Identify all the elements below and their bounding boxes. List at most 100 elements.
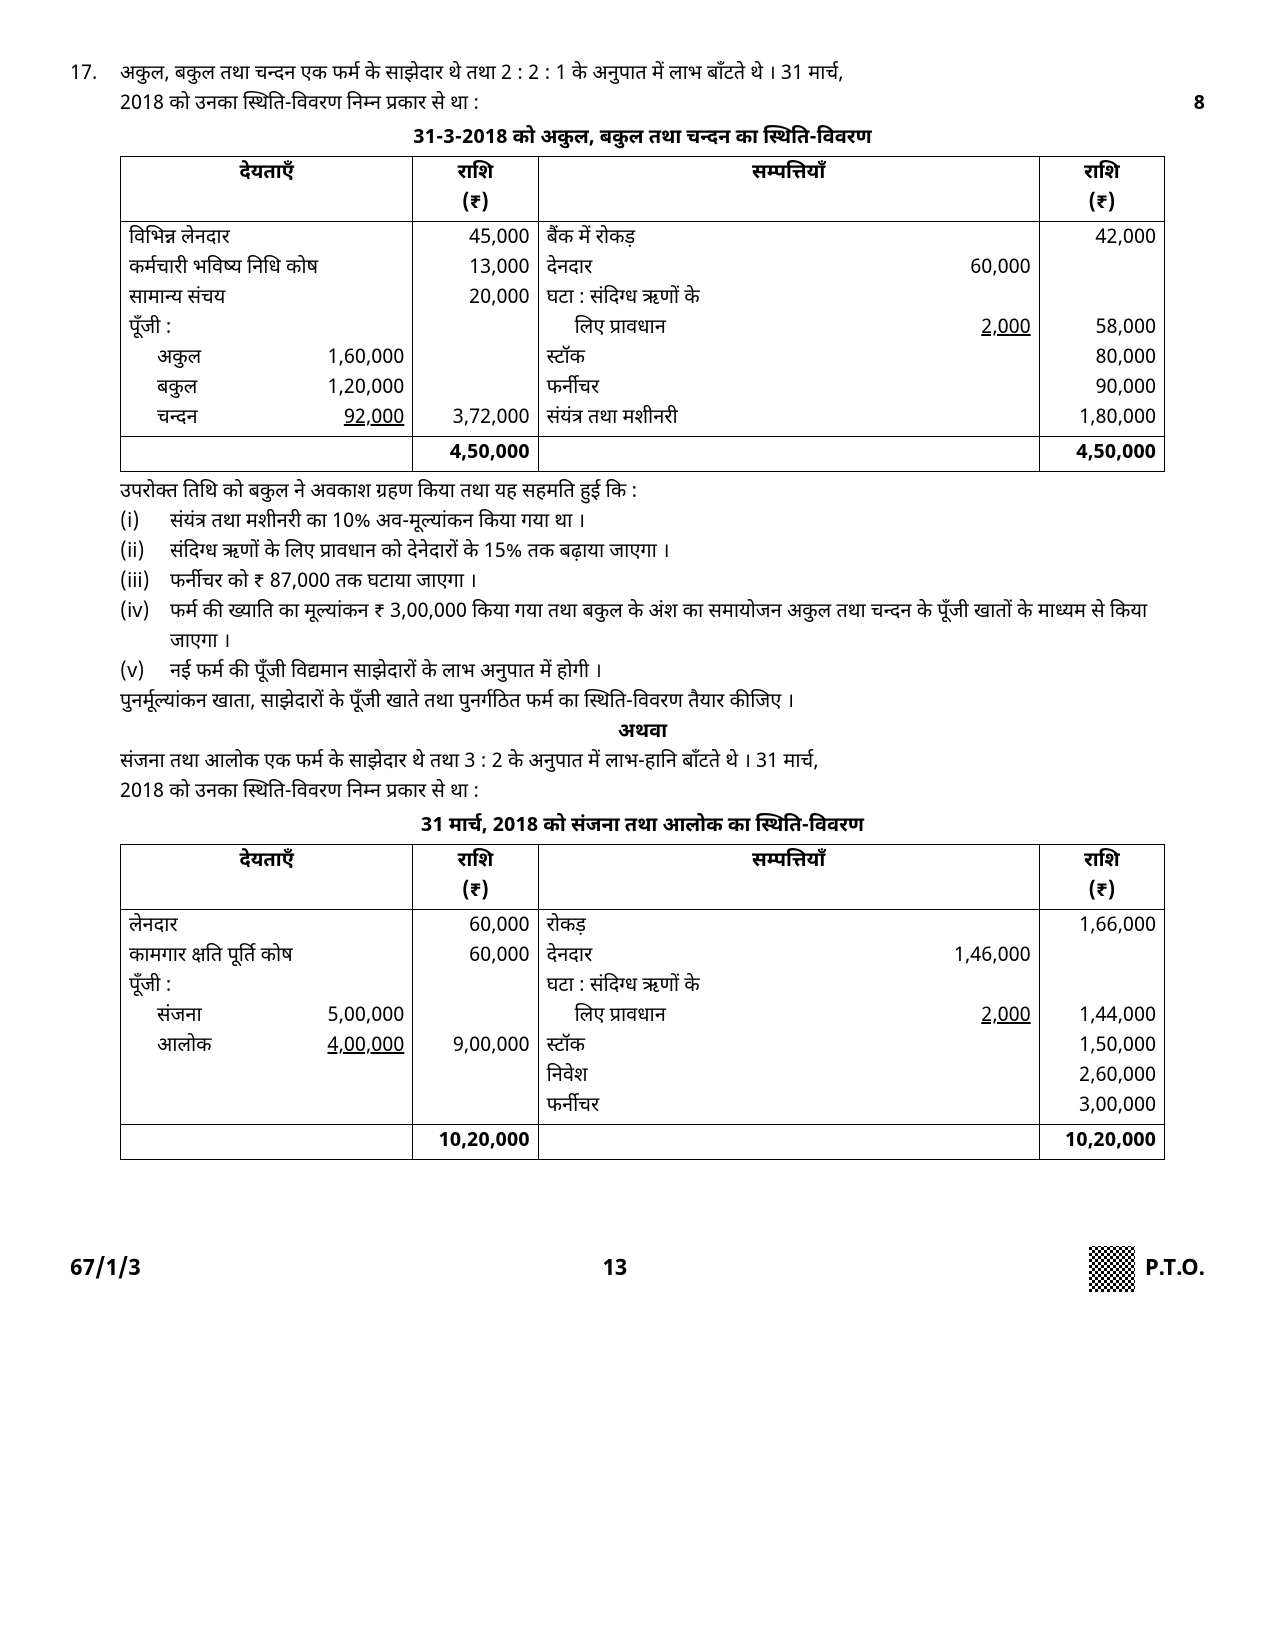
paper-code: 67/1/3: [70, 1253, 141, 1286]
txt: 3,00,000: [1048, 1092, 1156, 1122]
txt: लेनदार: [129, 912, 404, 942]
txt: पूँजी :: [129, 314, 404, 344]
list-item: (ii) संदिग्ध ऋणों के लिए प्रावधान को देन…: [120, 538, 1165, 568]
list-item: (v) नई फर्म की पूँजी विद्यमान साझेदारों …: [120, 658, 1165, 688]
row: देनदार 60,000: [547, 254, 1031, 284]
cap-row: बकुल 1,20,000: [129, 374, 404, 404]
txt: फर्म की ख्याति का मूल्यांकन ₹ 3,00,000 क…: [170, 598, 1165, 658]
txt: 13,000: [421, 254, 529, 284]
num: (iii): [120, 568, 170, 598]
cell: 10,20,000: [1039, 1125, 1164, 1160]
th-amt2: राशि (₹): [1039, 845, 1164, 910]
th-liab: देयताएँ: [121, 845, 413, 910]
txt: चन्दन: [157, 404, 198, 434]
th-amt2-l2: (₹): [1088, 191, 1115, 217]
qr-icon: [1089, 1246, 1135, 1292]
row: लिए प्रावधान 2,000: [547, 314, 1031, 344]
l1: राशि: [1084, 849, 1120, 875]
th-assets: सम्पत्तियाँ: [538, 157, 1039, 222]
alt-line2: 2018 को उनका स्थिति-विवरण निम्न प्रकार स…: [120, 778, 1165, 808]
cell: रोकड़ देनदार 1,46,000 घटा : संदिग्ध ऋणों…: [538, 910, 1039, 1125]
cell: [538, 437, 1039, 472]
txt: आलोक: [157, 1032, 212, 1062]
th-amt1: राशि (₹): [413, 157, 538, 222]
txt: 1,60,000: [327, 344, 404, 374]
cell: 45,000 13,000 20,000 3,72,000: [413, 222, 538, 437]
cell: 1,66,000 1,44,000 1,50,000 2,60,000 3,00…: [1039, 910, 1164, 1125]
txt: फर्नीचर को ₹ 87,000 तक घटाया जाएगा ।: [170, 568, 1165, 598]
txt: 1,46,000: [954, 942, 1031, 972]
num: (v): [120, 658, 170, 688]
list-item: (iii) फर्नीचर को ₹ 87,000 तक घटाया जाएगा…: [120, 568, 1165, 598]
row: देनदार 1,46,000: [547, 942, 1031, 972]
list-item: (i) संयंत्र तथा मशीनरी का 10% अव-मूल्यां…: [120, 508, 1165, 538]
marks: 8: [1165, 90, 1205, 120]
num: (ii): [120, 538, 170, 568]
txt: 42,000: [1048, 224, 1156, 254]
l2: (₹): [1088, 879, 1115, 905]
cell: बैंक में रोकड़ देनदार 60,000 घटा : संदिग…: [538, 222, 1039, 437]
th-amt1-l2: (₹): [462, 191, 489, 217]
txt: संजना: [157, 1002, 202, 1032]
txt: बैंक में रोकड़: [547, 224, 1031, 254]
th-assets: सम्पत्तियाँ: [538, 845, 1039, 910]
txt: 80,000: [1048, 344, 1156, 374]
row: लिए प्रावधान 2,000: [547, 1002, 1031, 1032]
txt: घटा : संदिग्ध ऋणों के: [547, 972, 1031, 1002]
txt: संयंत्र तथा मशीनरी: [547, 404, 1031, 434]
txt: 60,000: [421, 942, 529, 972]
cell: 4,50,000: [1039, 437, 1164, 472]
th-amt1-l1: राशि: [458, 161, 494, 187]
txt: पूँजी :: [129, 972, 404, 1002]
cell: विभिन्न लेनदार कर्मचारी भविष्य निधि कोष …: [121, 222, 413, 437]
txt: बकुल: [157, 374, 197, 404]
closing: पुनर्मूल्यांकन खाता, साझेदारों के पूँजी …: [120, 688, 1165, 718]
txt: 5,00,000: [327, 1002, 404, 1032]
txt: 20,000: [421, 284, 529, 314]
question-body: अकुल, बकुल तथा चन्दन एक फर्म के साझेदार …: [120, 60, 1165, 1166]
txt: 1,50,000: [1048, 1032, 1156, 1062]
txt: 60,000: [421, 912, 529, 942]
txt: 2,000: [981, 1002, 1030, 1032]
cell: 60,000 60,000 9,00,000: [413, 910, 538, 1125]
total-row: 10,20,000 10,20,000: [121, 1125, 1165, 1160]
balance-sheet-1: देयताएँ राशि (₹) सम्पत्तियाँ राशि (₹) वि…: [120, 156, 1165, 472]
cell: [121, 437, 413, 472]
txt: 1,66,000: [1048, 912, 1156, 942]
txt: घटा : संदिग्ध ऋणों के: [547, 284, 1031, 314]
cell: 42,000 58,000 80,000 90,000 1,80,000: [1039, 222, 1164, 437]
txt: 4,00,000: [327, 1032, 404, 1062]
num: (iv): [120, 598, 170, 658]
txt: नई फर्म की पूँजी विद्यमान साझेदारों के ल…: [170, 658, 1165, 688]
txt: 2,000: [981, 314, 1030, 344]
total-row: 4,50,000 4,50,000: [121, 437, 1165, 472]
cell: लेनदार कामगार क्षति पूर्ति कोष पूँजी : स…: [121, 910, 413, 1125]
txt: फर्नीचर: [547, 1092, 1031, 1122]
cell: 10,20,000: [413, 1125, 538, 1160]
txt: निवेश: [547, 1062, 1031, 1092]
txt: लिए प्रावधान: [547, 1002, 666, 1032]
table-row: विभिन्न लेनदार कर्मचारी भविष्य निधि कोष …: [121, 222, 1165, 437]
page-number: 13: [602, 1253, 627, 1286]
cell: [538, 1125, 1039, 1160]
th-amt2: राशि (₹): [1039, 157, 1164, 222]
txt: लिए प्रावधान: [547, 314, 666, 344]
table-row: लेनदार कामगार क्षति पूर्ति कोष पूँजी : स…: [121, 910, 1165, 1125]
txt: देनदार: [547, 942, 593, 972]
txt: कामगार क्षति पूर्ति कोष: [129, 942, 404, 972]
txt: 1,80,000: [1048, 404, 1156, 434]
cell: [121, 1125, 413, 1160]
txt: संयंत्र तथा मशीनरी का 10% अव-मूल्यांकन क…: [170, 508, 1165, 538]
pto-label: P.T.O.: [1145, 1253, 1205, 1286]
txt: 3,72,000: [421, 404, 529, 434]
txt: कर्मचारी भविष्य निधि कोष: [129, 254, 404, 284]
l2: (₹): [462, 879, 489, 905]
txt: रोकड़: [547, 912, 1031, 942]
cap-row: आलोक 4,00,000: [129, 1032, 404, 1062]
txt: 1,20,000: [327, 374, 404, 404]
balance-sheet-2: देयताएँ राशि (₹) सम्पत्तियाँ राशि (₹) ले…: [120, 844, 1165, 1160]
th-amt2-l1: राशि: [1084, 161, 1120, 187]
txt: अकुल: [157, 344, 201, 374]
txt: 45,000: [421, 224, 529, 254]
th-liab: देयताएँ: [121, 157, 413, 222]
